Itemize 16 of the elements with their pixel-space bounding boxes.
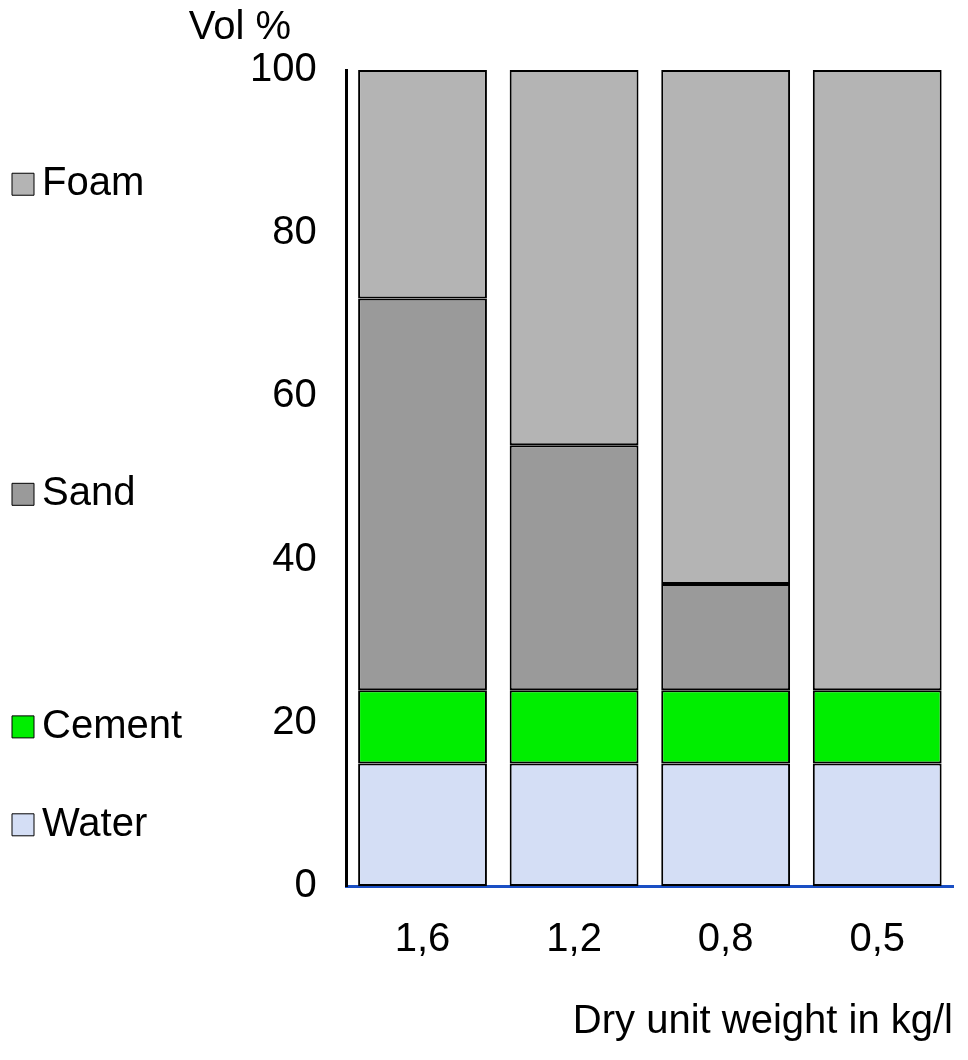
x-tick-label: 0,5 xyxy=(849,915,906,960)
legend-label: Water xyxy=(42,799,148,844)
x-axis-title: Dry unit weight in kg/l xyxy=(572,997,953,1042)
x-tick-label: 1,2 xyxy=(546,915,602,960)
y-tick-label: 100 xyxy=(249,45,317,90)
legend-label: Sand xyxy=(42,469,136,514)
x-tick-label: 0,8 xyxy=(697,915,754,960)
x-tick-label: 1,6 xyxy=(394,915,451,960)
legend-label: Cement xyxy=(42,701,183,746)
y-axis-title: Vol % xyxy=(188,3,292,48)
legend-label: Foam xyxy=(42,159,145,204)
y-tick-label: 0 xyxy=(294,861,317,906)
y-tick-label: 20 xyxy=(272,697,317,742)
y-tick-label: 40 xyxy=(272,534,317,579)
y-tick-label: 80 xyxy=(272,208,317,253)
y-tick-label: 60 xyxy=(272,371,317,416)
